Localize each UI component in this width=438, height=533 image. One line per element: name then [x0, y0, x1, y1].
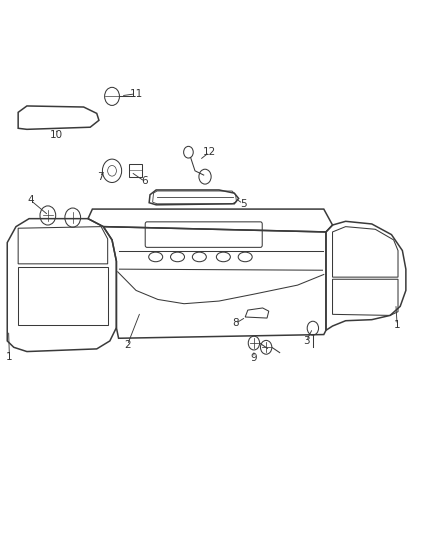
Text: 4: 4 — [27, 195, 34, 205]
Text: 10: 10 — [50, 130, 63, 140]
Text: 6: 6 — [141, 176, 148, 187]
Text: 9: 9 — [251, 353, 257, 363]
Text: 1: 1 — [6, 352, 13, 362]
Text: 5: 5 — [240, 199, 246, 209]
Text: 8: 8 — [232, 318, 239, 328]
Text: 3: 3 — [303, 336, 310, 346]
Text: 7: 7 — [97, 172, 103, 182]
Text: 11: 11 — [129, 88, 143, 99]
Text: 12: 12 — [203, 147, 216, 157]
Text: 1: 1 — [394, 320, 400, 330]
Text: 2: 2 — [124, 340, 131, 350]
